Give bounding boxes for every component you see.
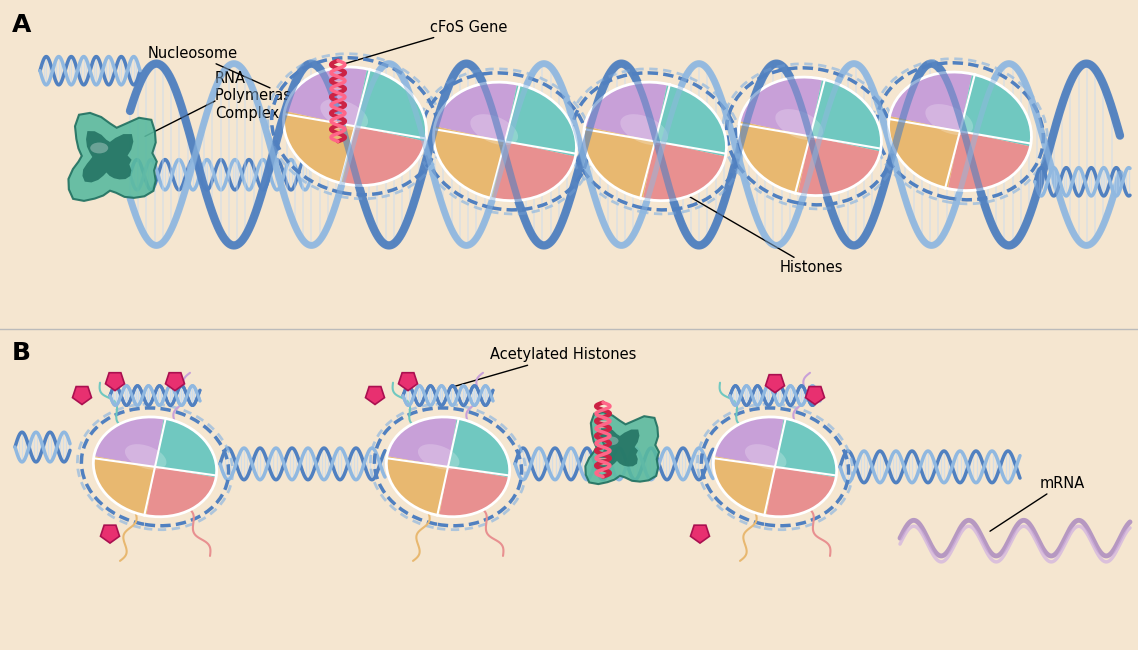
Ellipse shape (418, 444, 460, 470)
Polygon shape (106, 372, 124, 391)
Ellipse shape (620, 114, 668, 145)
Ellipse shape (745, 444, 786, 470)
Polygon shape (806, 387, 825, 404)
Polygon shape (798, 136, 881, 196)
Polygon shape (435, 82, 517, 142)
Polygon shape (740, 77, 822, 136)
Ellipse shape (125, 444, 166, 470)
Ellipse shape (320, 99, 368, 130)
Polygon shape (810, 79, 882, 151)
Polygon shape (775, 418, 836, 478)
Polygon shape (155, 418, 216, 478)
Ellipse shape (603, 436, 618, 445)
Polygon shape (766, 467, 836, 517)
Polygon shape (355, 69, 427, 141)
Polygon shape (82, 131, 133, 183)
Polygon shape (386, 456, 448, 515)
Polygon shape (597, 427, 640, 469)
Text: B: B (13, 341, 31, 365)
Polygon shape (766, 374, 784, 393)
Polygon shape (585, 82, 667, 142)
Polygon shape (343, 126, 426, 185)
Ellipse shape (925, 104, 973, 135)
Polygon shape (714, 456, 775, 515)
Polygon shape (73, 387, 91, 404)
Polygon shape (655, 84, 726, 157)
Polygon shape (165, 372, 184, 391)
Polygon shape (283, 111, 355, 183)
Polygon shape (890, 72, 972, 131)
Polygon shape (448, 418, 510, 478)
Polygon shape (439, 467, 509, 517)
Polygon shape (643, 142, 725, 201)
Polygon shape (434, 126, 505, 199)
Polygon shape (94, 417, 164, 467)
Text: Acetylated Histones: Acetylated Histones (450, 348, 636, 387)
Polygon shape (960, 74, 1031, 146)
Text: RNA
Polymerase II
Complex: RNA Polymerase II Complex (215, 71, 313, 121)
Polygon shape (365, 387, 385, 404)
Ellipse shape (90, 142, 108, 153)
Text: cFoS Gene: cFoS Gene (345, 20, 508, 64)
Polygon shape (889, 116, 960, 188)
Ellipse shape (775, 109, 823, 140)
Polygon shape (584, 126, 655, 199)
Polygon shape (284, 67, 368, 126)
Polygon shape (948, 131, 1030, 190)
Ellipse shape (470, 114, 518, 145)
Text: Histones: Histones (690, 197, 843, 275)
Polygon shape (505, 84, 577, 157)
Polygon shape (93, 456, 155, 515)
Polygon shape (714, 417, 784, 467)
Polygon shape (147, 467, 216, 517)
Polygon shape (691, 525, 709, 543)
Text: Nucleosome: Nucleosome (148, 46, 270, 88)
Polygon shape (739, 122, 810, 194)
Polygon shape (387, 417, 456, 467)
Polygon shape (68, 113, 157, 201)
Polygon shape (493, 142, 576, 201)
Text: A: A (13, 13, 32, 37)
Text: mRNA: mRNA (990, 476, 1086, 531)
Polygon shape (100, 525, 119, 543)
Polygon shape (585, 412, 659, 484)
Polygon shape (398, 372, 418, 391)
